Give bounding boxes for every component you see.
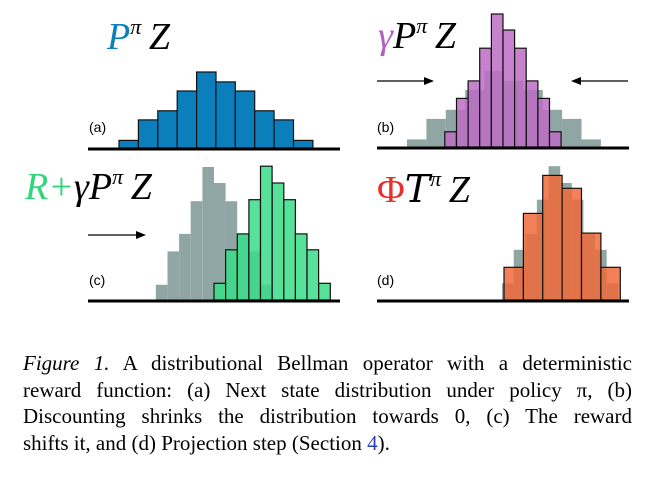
title-b-p: P bbox=[392, 15, 417, 57]
section-link[interactable]: 4 bbox=[367, 430, 378, 455]
bar-a-7 bbox=[254, 110, 275, 149]
title-a: Pπ Z bbox=[107, 16, 170, 58]
title-d-t: T bbox=[404, 167, 431, 211]
panel-b bbox=[377, 13, 629, 150]
bar-a-0 bbox=[118, 139, 139, 149]
title-b: γPπ Z bbox=[378, 15, 456, 57]
caption-line-1: Figure 1. A distributional Bellman opera… bbox=[23, 350, 632, 377]
bar-d-3 bbox=[561, 187, 583, 301]
previous-bar-b-0 bbox=[407, 139, 427, 147]
bar-d-0 bbox=[503, 266, 524, 301]
bar-d-1 bbox=[522, 212, 544, 301]
bar-a-5 bbox=[215, 81, 236, 149]
figure-caption: Figure 1. A distributional Bellman opera… bbox=[23, 350, 632, 456]
bar-b-6 bbox=[513, 47, 527, 148]
bar-b-5 bbox=[502, 29, 516, 148]
title-a-z: Z bbox=[148, 16, 170, 58]
title-b-gamma: γ bbox=[378, 15, 393, 57]
arrow-right-icon bbox=[136, 231, 146, 239]
bar-b-7 bbox=[525, 80, 539, 148]
previous-bar-b-8 bbox=[562, 118, 582, 147]
bar-b-9 bbox=[548, 131, 562, 148]
panel-label-b: (b) bbox=[377, 119, 395, 135]
bar-a-4 bbox=[196, 71, 217, 149]
title-c-p: P bbox=[88, 166, 113, 208]
caption-text-4-end: ). bbox=[377, 430, 390, 455]
caption-text-1: A distributional Bellman operator with a… bbox=[122, 351, 632, 375]
bar-a-2 bbox=[157, 110, 178, 149]
previous-bar-c-4 bbox=[202, 167, 214, 300]
caption-label: Figure 1. bbox=[23, 351, 110, 375]
bar-b-3 bbox=[479, 47, 492, 148]
previous-bar-c-5 bbox=[214, 183, 226, 300]
bar-d-4 bbox=[580, 232, 602, 301]
title-d-phi: Φ bbox=[377, 169, 405, 211]
title-b-pi: π bbox=[416, 13, 428, 38]
panel-label-c: (c) bbox=[89, 272, 106, 288]
arrow-right-icon bbox=[424, 77, 434, 85]
bar-b-0 bbox=[444, 131, 457, 148]
bar-c-0 bbox=[213, 282, 227, 301]
bar-c-6 bbox=[283, 199, 296, 301]
bar-a-1 bbox=[137, 119, 159, 149]
title-c-pi: π bbox=[112, 164, 124, 189]
bar-a-6 bbox=[234, 90, 256, 149]
title-a-p: P bbox=[107, 16, 131, 58]
title-a-pi: π bbox=[130, 14, 142, 39]
title-c-gamma: γ bbox=[73, 166, 89, 208]
previous-bar-c-2 bbox=[179, 233, 191, 300]
bar-c-8 bbox=[306, 249, 320, 301]
bar-b-4 bbox=[490, 13, 504, 148]
title-d-pi: π bbox=[430, 166, 442, 191]
panel-c bbox=[88, 165, 340, 303]
panel-a bbox=[88, 71, 340, 151]
figure-panels bbox=[88, 13, 629, 303]
bar-c-3 bbox=[248, 199, 262, 301]
bar-c-2 bbox=[236, 233, 250, 301]
bar-c-5 bbox=[271, 182, 285, 301]
bar-c-7 bbox=[294, 233, 308, 301]
bar-d-2 bbox=[542, 174, 563, 301]
arrow-left-icon bbox=[571, 77, 581, 85]
title-c-z: Z bbox=[130, 166, 152, 208]
caption-line-4: shifts it, and (d) Projection step (Sect… bbox=[23, 430, 632, 457]
title-c: R+γPπ Z bbox=[25, 166, 152, 208]
caption-line-3: Discounting shrinks the distribution tow… bbox=[23, 404, 632, 428]
title-b-z: Z bbox=[434, 15, 456, 57]
bar-a-3 bbox=[176, 90, 198, 149]
title-d: ΦTπ Z bbox=[377, 167, 470, 211]
title-d-z: Z bbox=[448, 169, 470, 211]
previous-bar-b-9 bbox=[581, 139, 601, 147]
bar-b-1 bbox=[455, 97, 469, 148]
bar-c-9 bbox=[318, 282, 331, 301]
bar-b-8 bbox=[537, 97, 551, 148]
previous-bar-c-0 bbox=[155, 284, 168, 300]
bar-a-9 bbox=[292, 139, 314, 149]
caption-line-2: reward function: (a) Next state distribu… bbox=[23, 377, 632, 402]
bar-c-4 bbox=[259, 165, 273, 301]
panel-label-a: (a) bbox=[89, 119, 107, 135]
bar-d-5 bbox=[600, 266, 621, 301]
previous-bar-c-1 bbox=[167, 251, 180, 300]
previous-bar-c-3 bbox=[190, 201, 203, 300]
bar-a-8 bbox=[273, 119, 295, 149]
panel-label-d: (d) bbox=[377, 272, 395, 288]
title-c-r: R+ bbox=[25, 166, 74, 208]
bar-c-1 bbox=[225, 249, 238, 301]
caption-text-4: shifts it, and (d) Projection step (Sect… bbox=[23, 430, 368, 455]
bar-b-2 bbox=[467, 80, 481, 148]
previous-bar-b-1 bbox=[426, 118, 446, 147]
panel-d bbox=[377, 166, 629, 303]
